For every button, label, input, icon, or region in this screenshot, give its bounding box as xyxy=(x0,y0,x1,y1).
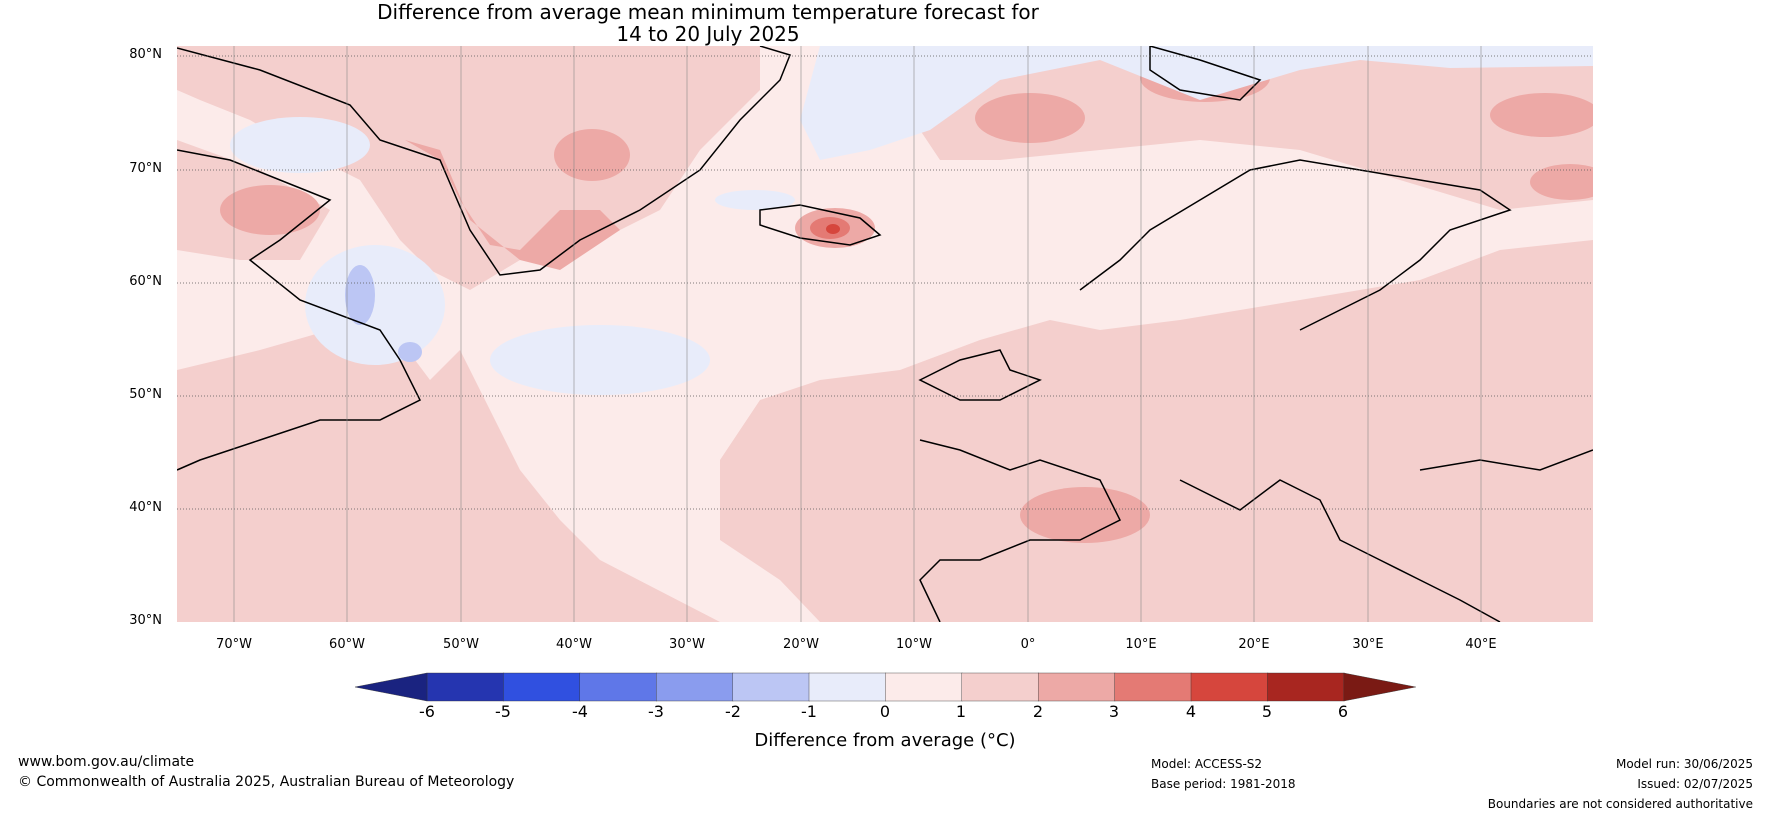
model-text: Model: ACCESS-S2 xyxy=(1151,757,1263,771)
colorbar-label: Difference from average (°C) xyxy=(754,730,1016,751)
map-title: Difference from average mean minimum tem… xyxy=(377,0,1039,24)
colorbar-swatch xyxy=(732,672,810,702)
anomaly-region xyxy=(345,265,375,325)
colorbar-swatch xyxy=(656,672,734,702)
lat-label: 60°N xyxy=(129,274,162,289)
anomaly-region xyxy=(800,46,1593,160)
anomaly-region xyxy=(490,325,710,395)
anomaly-region xyxy=(177,330,720,622)
lon-label: 50°W xyxy=(443,637,479,652)
anomaly-region xyxy=(554,129,630,181)
lon-label: 30°E xyxy=(1352,637,1384,652)
colorbar-tick: -6 xyxy=(419,702,435,721)
lon-label: 20°E xyxy=(1238,637,1270,652)
colorbar-swatch xyxy=(1267,672,1345,702)
anomaly-region xyxy=(975,93,1085,143)
anomaly-region xyxy=(715,190,795,210)
colorbar-tick: -1 xyxy=(801,702,817,721)
lon-label: 40°W xyxy=(556,637,592,652)
lon-label: 70°W xyxy=(216,637,252,652)
website-link[interactable]: www.bom.gov.au/climate xyxy=(18,754,195,770)
colorbar-swatch xyxy=(1037,672,1116,702)
colorbar-tick: -5 xyxy=(495,702,511,721)
anomaly-region xyxy=(720,240,1593,622)
lon-label: 60°W xyxy=(329,637,365,652)
anomaly-region xyxy=(1490,93,1593,137)
colorbar-tick: -4 xyxy=(572,702,588,721)
lon-label: 40°E xyxy=(1465,637,1497,652)
lat-label: 50°N xyxy=(129,387,162,402)
model-run-text: Model run: 30/06/2025 xyxy=(1615,757,1753,771)
colorbar-swatch xyxy=(1114,672,1192,702)
colorbar-tick: -2 xyxy=(725,702,741,721)
map-plot-area xyxy=(177,46,1593,622)
map-subtitle: 14 to 20 July 2025 xyxy=(616,22,800,46)
lat-label: 30°N xyxy=(129,613,162,628)
colorbar-swatch xyxy=(961,672,1039,702)
anomaly-region xyxy=(826,224,840,234)
anomaly-region xyxy=(230,117,370,173)
graticule xyxy=(177,55,1593,510)
colorbar-swatch xyxy=(885,672,963,702)
colorbar-tick: 5 xyxy=(1261,702,1273,721)
colorbar xyxy=(354,672,1416,702)
colorbar-swatch xyxy=(1190,672,1269,702)
lon-label: 10°E xyxy=(1125,637,1157,652)
lat-label: 80°N xyxy=(129,47,162,62)
anomaly-region xyxy=(405,140,620,270)
colorbar-tick: 1 xyxy=(955,702,967,721)
anomaly-region xyxy=(398,342,422,362)
copyright-text: © Commonwealth of Australia 2025, Austra… xyxy=(18,774,515,790)
colorbar-tick: -3 xyxy=(648,702,664,721)
lon-label: 0° xyxy=(1020,637,1036,652)
colorbar-swatch xyxy=(808,672,887,702)
anomaly-region xyxy=(1020,487,1150,543)
coastlines xyxy=(177,46,1593,622)
lat-label: 70°N xyxy=(129,161,162,176)
anomaly-region xyxy=(920,46,1593,210)
colorbar-tick: 0 xyxy=(879,702,891,721)
meridians xyxy=(233,46,1482,622)
lon-label: 10°W xyxy=(896,637,932,652)
lon-label: 20°W xyxy=(783,637,819,652)
colorbar-swatch xyxy=(503,672,581,702)
colorbar-under-arrow xyxy=(354,672,428,702)
disclaimer-text: Boundaries are not considered authoritat… xyxy=(1487,797,1753,811)
base-period-text: Base period: 1981-2018 xyxy=(1151,777,1296,791)
lon-label: 30°W xyxy=(669,637,705,652)
issued-text: Issued: 02/07/2025 xyxy=(1637,777,1753,791)
anomaly-region xyxy=(305,245,445,365)
anomaly-region xyxy=(1530,164,1593,200)
colorbar-swatch xyxy=(579,672,657,702)
colorbar-over-arrow xyxy=(1343,672,1416,702)
colorbar-tick: 4 xyxy=(1185,702,1197,721)
lat-label: 40°N xyxy=(129,500,162,515)
colorbar-tick: 3 xyxy=(1108,702,1120,721)
anomaly-region xyxy=(220,185,320,235)
colorbar-tick: 2 xyxy=(1032,702,1044,721)
colorbar-tick: 6 xyxy=(1337,702,1349,721)
colorbar-swatch xyxy=(426,672,505,702)
